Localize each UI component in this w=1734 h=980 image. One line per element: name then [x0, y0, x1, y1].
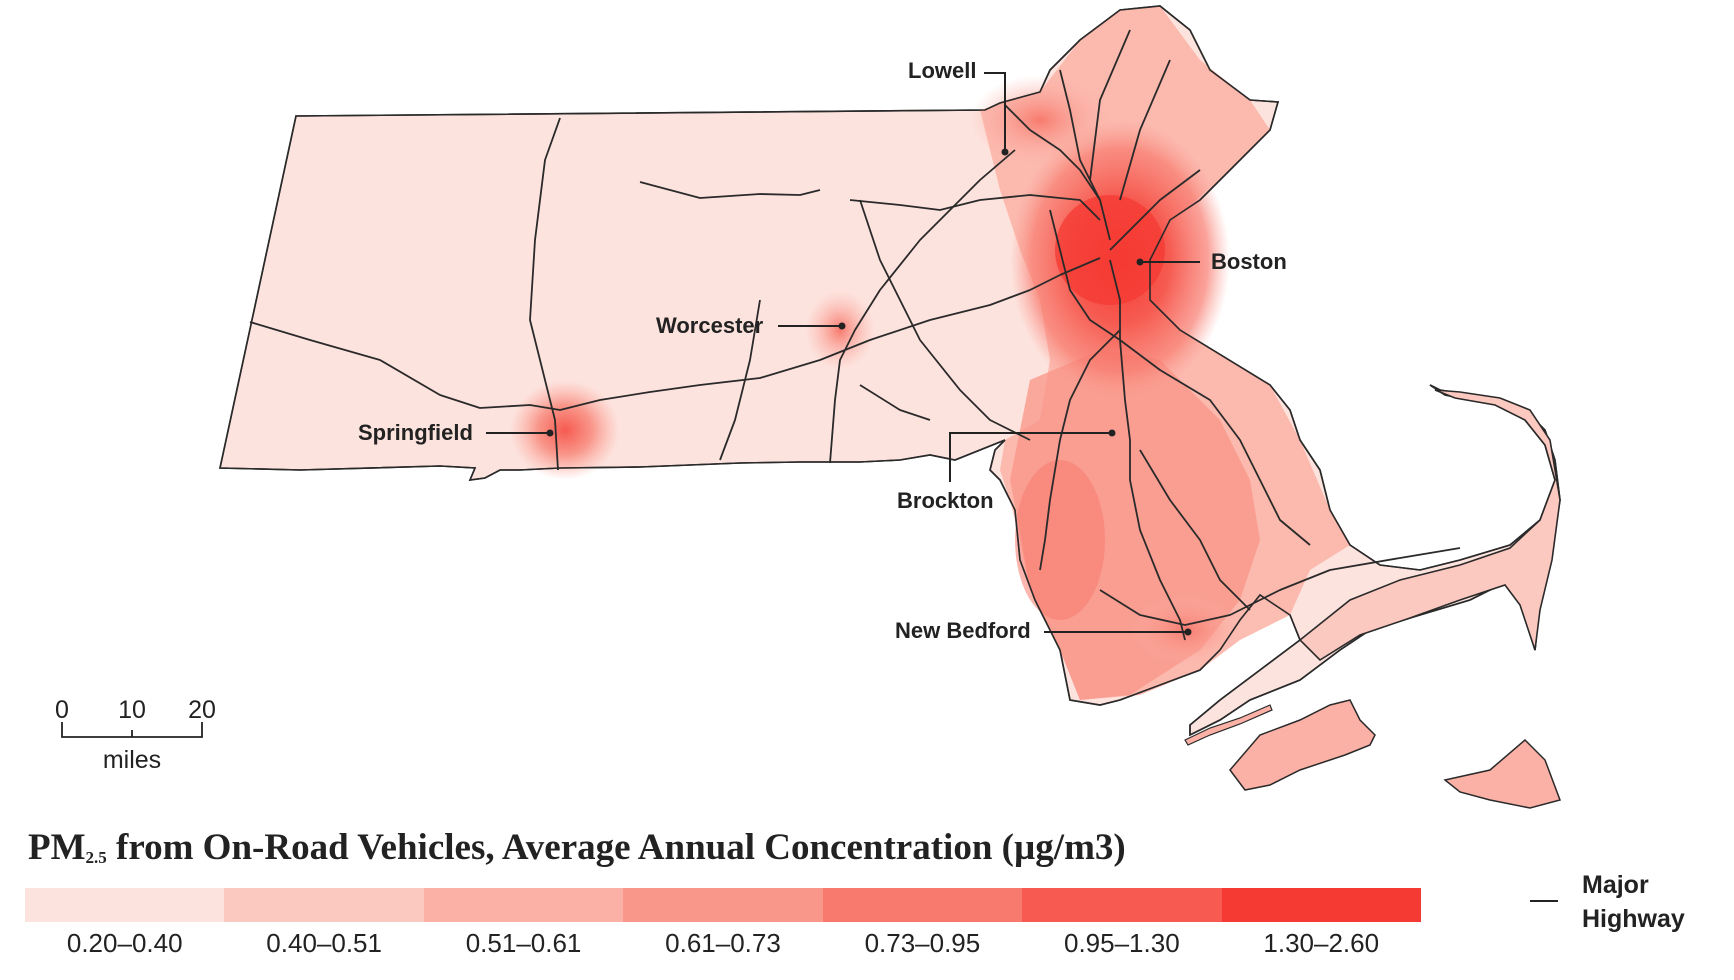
scale-tick-0: 0 — [55, 696, 69, 724]
springfield-marker — [546, 429, 554, 437]
lowell-label: Lowell — [908, 58, 976, 83]
brockton-marker — [1108, 429, 1116, 437]
boston-marker — [1136, 258, 1144, 266]
legend-label: 0.40–0.51 — [266, 928, 382, 958]
legend-color-bar — [25, 888, 1421, 922]
scale-tick-10: 10 — [118, 696, 146, 724]
boston-label: Boston — [1211, 249, 1287, 274]
cape-cod — [1298, 389, 1561, 662]
highway-line-symbol — [1530, 900, 1558, 902]
worcester-hotspot — [805, 290, 875, 370]
highway-legend-label: Major Highway — [1582, 871, 1685, 933]
legend-swatch — [423, 888, 624, 922]
title-pm: PM — [28, 827, 86, 868]
title-rest: from On-Road Vehicles, Average Annual Co… — [106, 827, 1126, 868]
legend-swatch — [224, 888, 424, 922]
legend-label: 0.95–1.30 — [1063, 928, 1180, 958]
legend-labels: 0.20–0.40 0.40–0.51 0.51–0.61 0.61–0.73 … — [25, 928, 1421, 959]
scale-unit: miles — [103, 746, 161, 774]
legend-label: 1.30–2.60 — [1263, 928, 1380, 958]
springfield-hotspot — [510, 380, 620, 480]
new-bedford-label: New Bedford — [895, 618, 1031, 643]
legend-label: 0.73–0.95 — [864, 928, 981, 958]
callout-new-bedford: New Bedford — [895, 618, 1192, 643]
west-bristol-shading — [1015, 460, 1105, 620]
legend-label: 0.51–0.61 — [465, 928, 582, 958]
new-bedford-hotspot — [1130, 595, 1240, 665]
legend-swatch — [822, 888, 1023, 922]
legend-label: 0.61–0.73 — [665, 928, 781, 958]
major-highways — [249, 29, 1461, 641]
lowell-hotspot — [970, 75, 1110, 165]
worcester-label: Worcester — [656, 313, 764, 338]
marthas-vineyard — [1229, 699, 1376, 791]
massachusetts-map: Lowell Boston Worcester Springfield Broc… — [55, 5, 1561, 809]
nantucket — [1443, 738, 1561, 809]
legend-swatch — [1022, 888, 1222, 922]
legend-swatch — [25, 888, 225, 922]
worcester-marker — [838, 322, 846, 330]
title-subscript: 2.5 — [85, 848, 107, 867]
scale-tick-20: 20 — [188, 696, 216, 724]
lowell-marker — [1001, 148, 1009, 156]
callout-lowell: Lowell — [908, 58, 1009, 156]
legend-label: 0.20–0.40 — [66, 928, 183, 958]
callout-springfield: Springfield — [358, 420, 554, 445]
elizabeth-islands — [1184, 704, 1273, 746]
callout-boston: Boston — [1136, 249, 1287, 274]
map-title: PM2.5 from On-Road Vehicles, Average Ann… — [28, 826, 1126, 869]
callout-worcester: Worcester — [656, 313, 846, 338]
legend-swatch — [1221, 888, 1421, 922]
brockton-label: Brockton — [897, 488, 994, 513]
callout-brockton: Brockton — [897, 429, 1116, 513]
new-bedford-marker — [1184, 628, 1192, 636]
springfield-label: Springfield — [358, 420, 473, 445]
legend-swatch — [623, 888, 823, 922]
scale-bar: 0 10 20 miles — [55, 696, 216, 774]
